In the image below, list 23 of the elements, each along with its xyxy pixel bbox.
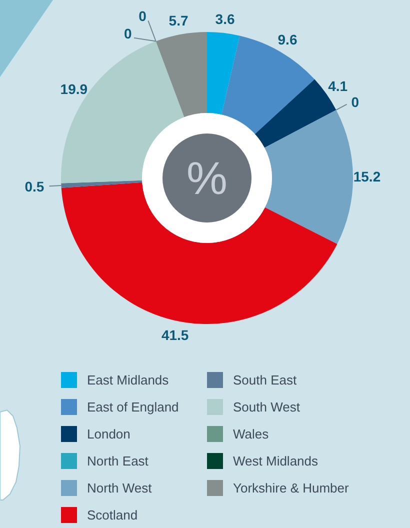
legend-label: East Midlands xyxy=(87,372,170,388)
data-label: 15.2 xyxy=(353,168,381,185)
legend-label: Yorkshire & Humber xyxy=(233,480,350,496)
legend-label: London xyxy=(87,426,130,442)
legend-label: South East xyxy=(233,372,297,388)
data-label: 9.6 xyxy=(278,32,298,48)
legend-label: Scotland xyxy=(87,508,138,522)
text: 0 xyxy=(138,8,146,24)
data-label: 5.7 xyxy=(168,12,188,29)
legend-label: Wales xyxy=(233,426,270,442)
legend-label: West Midlands xyxy=(233,454,319,468)
legend-label: North West xyxy=(87,480,152,496)
text: 0 xyxy=(124,25,132,42)
legend-label: North East xyxy=(87,454,149,468)
data-label: 41.5 xyxy=(161,326,189,343)
text: % xyxy=(186,152,228,204)
data-label: 3.6 xyxy=(215,11,235,28)
legend-label: East of England xyxy=(87,400,179,414)
data-label: 0.5 xyxy=(24,178,44,194)
text: 0 xyxy=(351,94,360,110)
data-label: 19.9 xyxy=(60,81,88,98)
data-label: 4.1 xyxy=(328,78,348,94)
legend-label: South West xyxy=(233,400,300,414)
